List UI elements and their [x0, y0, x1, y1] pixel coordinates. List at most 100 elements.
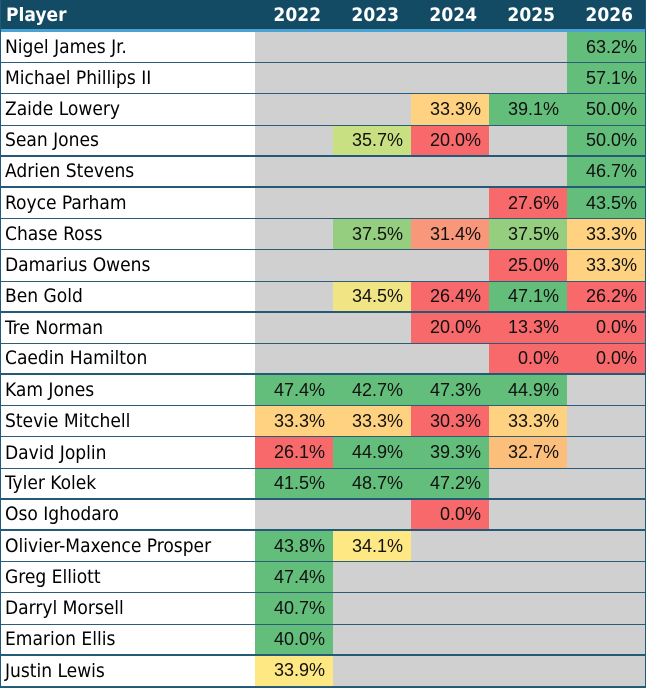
- empty-cell[interactable]: [255, 312, 333, 343]
- empty-cell[interactable]: [567, 562, 645, 593]
- percentage-cell[interactable]: 47.4%: [255, 375, 333, 406]
- empty-cell[interactable]: [333, 63, 411, 94]
- percentage-cell[interactable]: 37.5%: [489, 219, 567, 250]
- empty-cell[interactable]: [255, 187, 333, 219]
- player-name-cell[interactable]: Tyler Kolek: [1, 468, 255, 498]
- percentage-cell[interactable]: 34.5%: [333, 281, 411, 311]
- empty-cell[interactable]: [411, 531, 489, 562]
- empty-cell[interactable]: [489, 32, 567, 63]
- percentage-cell[interactable]: 13.3%: [489, 312, 567, 343]
- empty-cell[interactable]: [255, 250, 333, 281]
- empty-cell[interactable]: [255, 156, 333, 186]
- empty-cell[interactable]: [567, 593, 645, 624]
- empty-cell[interactable]: [255, 343, 333, 374]
- player-name-cell[interactable]: Chase Ross: [1, 219, 255, 250]
- percentage-cell[interactable]: 44.9%: [489, 375, 567, 406]
- percentage-cell[interactable]: 40.0%: [255, 624, 333, 654]
- empty-cell[interactable]: [567, 624, 645, 654]
- percentage-cell[interactable]: 25.0%: [489, 250, 567, 281]
- empty-cell[interactable]: [411, 250, 489, 281]
- percentage-cell[interactable]: 40.7%: [255, 593, 333, 624]
- percentage-cell[interactable]: 20.0%: [411, 125, 489, 155]
- empty-cell[interactable]: [411, 187, 489, 219]
- percentage-cell[interactable]: 48.7%: [333, 468, 411, 498]
- player-name-cell[interactable]: Oso Ighodaro: [1, 499, 255, 529]
- player-name-cell[interactable]: Damarius Owens: [1, 250, 255, 281]
- empty-cell[interactable]: [567, 437, 645, 468]
- percentage-cell[interactable]: 57.1%: [567, 63, 645, 94]
- player-name-cell[interactable]: Sean Jones: [1, 125, 255, 155]
- percentage-cell[interactable]: 33.3%: [567, 250, 645, 281]
- player-name-cell[interactable]: Royce Parham: [1, 187, 255, 219]
- empty-cell[interactable]: [489, 125, 567, 155]
- percentage-cell[interactable]: 63.2%: [567, 32, 645, 63]
- percentage-cell[interactable]: 31.4%: [411, 219, 489, 250]
- empty-cell[interactable]: [567, 406, 645, 437]
- percentage-cell[interactable]: 43.5%: [567, 187, 645, 219]
- percentage-cell[interactable]: 47.4%: [255, 562, 333, 593]
- percentage-cell[interactable]: 33.3%: [255, 406, 333, 437]
- empty-cell[interactable]: [333, 250, 411, 281]
- percentage-cell[interactable]: 33.9%: [255, 655, 333, 686]
- header-year[interactable]: 2023: [351, 3, 399, 26]
- percentage-cell[interactable]: 0.0%: [567, 343, 645, 374]
- percentage-cell[interactable]: 0.0%: [411, 499, 489, 529]
- player-name-cell[interactable]: Nigel James Jr.: [1, 32, 255, 63]
- empty-cell[interactable]: [333, 312, 411, 343]
- player-name-cell[interactable]: Ben Gold: [1, 281, 255, 311]
- empty-cell[interactable]: [333, 94, 411, 125]
- empty-cell[interactable]: [489, 499, 567, 529]
- percentage-cell[interactable]: 33.3%: [333, 406, 411, 437]
- empty-cell[interactable]: [567, 531, 645, 562]
- percentage-cell[interactable]: 47.1%: [489, 281, 567, 311]
- empty-cell[interactable]: [489, 156, 567, 186]
- empty-cell[interactable]: [255, 281, 333, 311]
- player-name-cell[interactable]: Zaide Lowery: [1, 94, 255, 125]
- percentage-cell[interactable]: 47.2%: [411, 468, 489, 498]
- empty-cell[interactable]: [411, 562, 489, 593]
- header-year[interactable]: 2024: [429, 3, 477, 26]
- empty-cell[interactable]: [411, 343, 489, 374]
- empty-cell[interactable]: [489, 655, 567, 686]
- percentage-cell[interactable]: 41.5%: [255, 468, 333, 498]
- player-name-cell[interactable]: David Joplin: [1, 437, 255, 468]
- empty-cell[interactable]: [567, 499, 645, 529]
- player-name-cell[interactable]: Olivier-Maxence Prosper: [1, 531, 255, 562]
- percentage-cell[interactable]: 39.3%: [411, 437, 489, 468]
- empty-cell[interactable]: [255, 125, 333, 155]
- empty-cell[interactable]: [333, 499, 411, 529]
- player-name-cell[interactable]: Darryl Morsell: [1, 593, 255, 624]
- player-name-cell[interactable]: Stevie Mitchell: [1, 406, 255, 437]
- empty-cell[interactable]: [411, 655, 489, 686]
- percentage-cell[interactable]: 34.1%: [333, 531, 411, 562]
- empty-cell[interactable]: [411, 156, 489, 186]
- percentage-cell[interactable]: 0.0%: [567, 312, 645, 343]
- empty-cell[interactable]: [411, 593, 489, 624]
- percentage-cell[interactable]: 30.3%: [411, 406, 489, 437]
- empty-cell[interactable]: [333, 655, 411, 686]
- empty-cell[interactable]: [255, 32, 333, 63]
- empty-cell[interactable]: [567, 375, 645, 406]
- empty-cell[interactable]: [489, 63, 567, 94]
- empty-cell[interactable]: [489, 531, 567, 562]
- percentage-cell[interactable]: 47.3%: [411, 375, 489, 406]
- empty-cell[interactable]: [333, 624, 411, 654]
- empty-cell[interactable]: [333, 343, 411, 374]
- percentage-cell[interactable]: 33.3%: [489, 406, 567, 437]
- empty-cell[interactable]: [333, 156, 411, 186]
- percentage-cell[interactable]: 37.5%: [333, 219, 411, 250]
- percentage-cell[interactable]: 46.7%: [567, 156, 645, 186]
- header-year[interactable]: 2022: [273, 3, 321, 26]
- player-name-cell[interactable]: Michael Phillips II: [1, 63, 255, 94]
- empty-cell[interactable]: [567, 468, 645, 498]
- percentage-cell[interactable]: 39.1%: [489, 94, 567, 125]
- percentage-cell[interactable]: 26.1%: [255, 437, 333, 468]
- percentage-cell[interactable]: 44.9%: [333, 437, 411, 468]
- empty-cell[interactable]: [489, 562, 567, 593]
- percentage-cell[interactable]: 42.7%: [333, 375, 411, 406]
- empty-cell[interactable]: [333, 32, 411, 63]
- empty-cell[interactable]: [333, 187, 411, 219]
- empty-cell[interactable]: [255, 499, 333, 529]
- percentage-cell[interactable]: 35.7%: [333, 125, 411, 155]
- empty-cell[interactable]: [411, 32, 489, 63]
